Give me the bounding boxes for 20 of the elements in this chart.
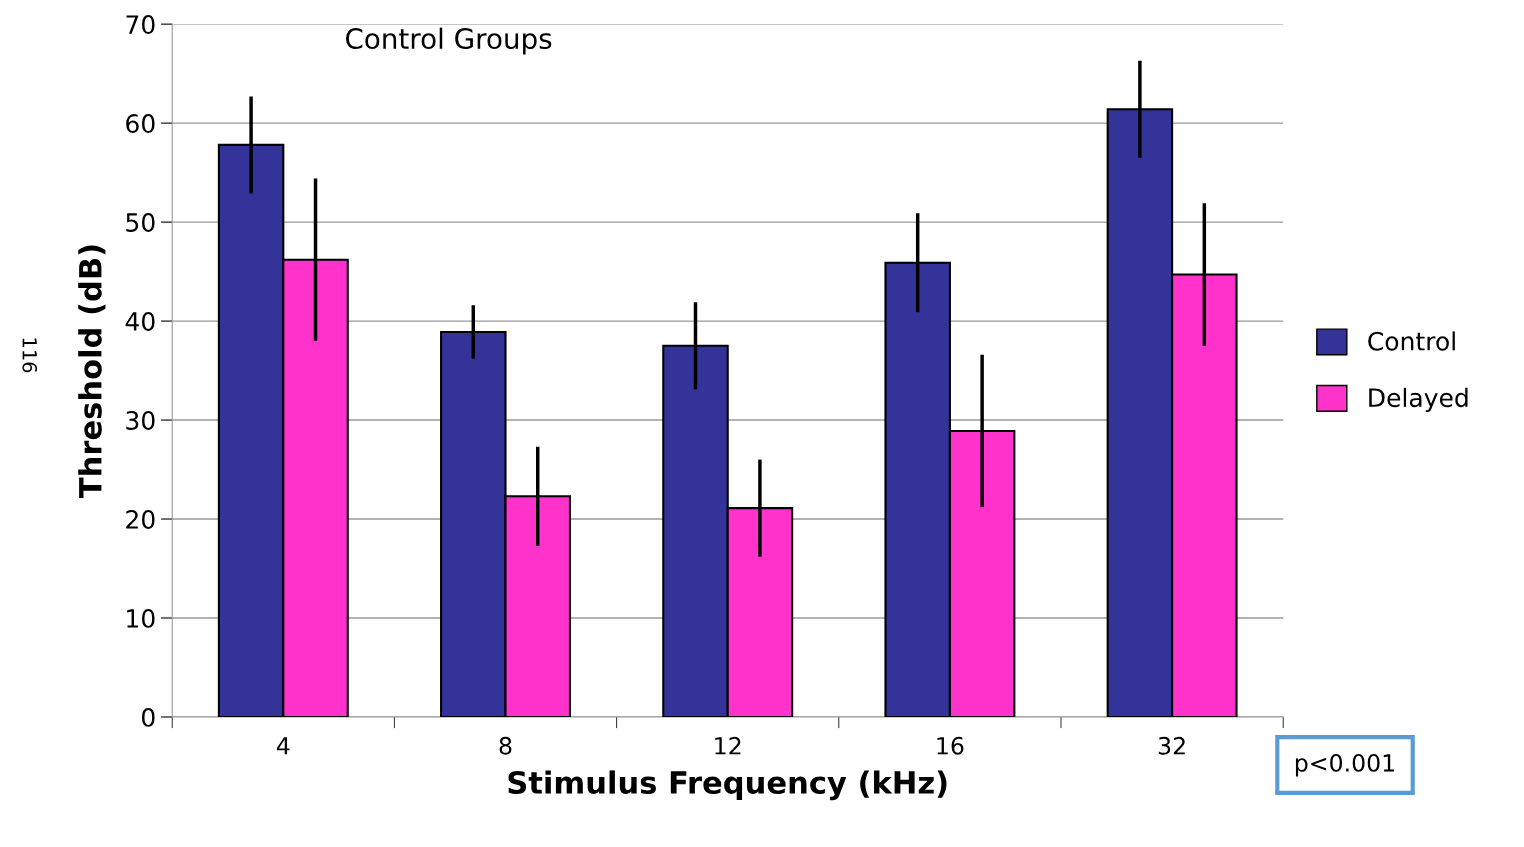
y-tick-label: 60 — [126, 114, 155, 133]
y-axis-title: Threshold (dB) — [78, 245, 106, 499]
x-tick-label: 4 — [276, 737, 290, 755]
x-tick-label: 32 — [1158, 736, 1185, 755]
y-tick-label: 70 — [126, 15, 155, 34]
legend-label: Control — [1368, 331, 1455, 351]
legend-label: Delayed — [1369, 387, 1468, 413]
y-tick-label: 40 — [125, 312, 155, 331]
y-tick-label: 10 — [127, 608, 155, 628]
x-axis-title: Stimulus Frequency (kHz) — [508, 770, 947, 801]
y-tick-label: 30 — [126, 410, 155, 430]
x-tick-label: 16 — [937, 736, 964, 755]
x-tick-label: 8 — [499, 736, 512, 755]
text: 116 — [22, 338, 38, 373]
x-tick-label: 12 — [715, 736, 741, 755]
y-tick-label: 0 — [141, 707, 155, 727]
y-tick-label: 50 — [126, 213, 155, 232]
chart-title: Control Groups — [345, 27, 552, 55]
text: p<0.001 — [1295, 753, 1394, 777]
y-tick-label: 20 — [126, 509, 155, 529]
